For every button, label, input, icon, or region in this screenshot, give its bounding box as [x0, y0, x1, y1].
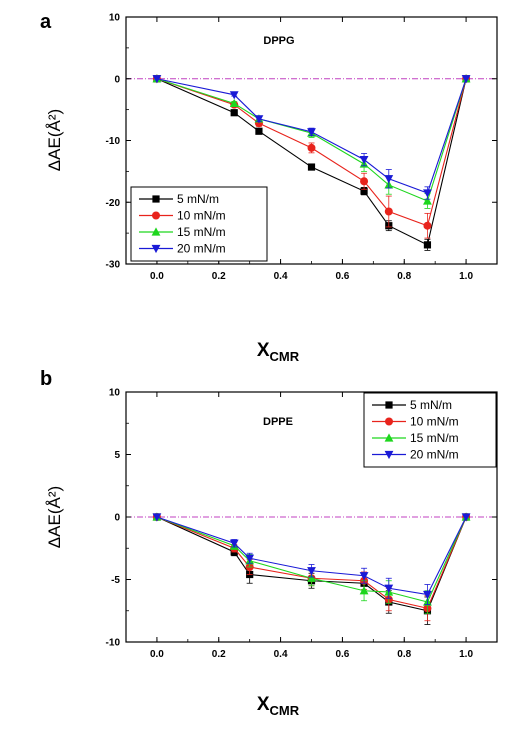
x-tick-label: 0.8 [397, 649, 411, 660]
data-point [254, 115, 264, 124]
data-point [152, 513, 162, 522]
data-point [359, 156, 369, 165]
y-tick-label: 0 [114, 513, 120, 524]
x-tick-label: 1.0 [459, 649, 473, 660]
series-line [156, 516, 467, 609]
data-point [255, 127, 263, 135]
x-tick-label: 0.6 [335, 271, 349, 282]
data-point [307, 567, 316, 576]
x-axis-label: XCMR [257, 694, 300, 718]
legend-entry-label: 20 mN/m [177, 242, 226, 256]
series-line [156, 516, 467, 612]
data-point [230, 109, 238, 117]
legend-entry-label: 10 mN/m [177, 209, 226, 223]
data-point [384, 584, 394, 593]
x-tick-label: 1.0 [459, 271, 473, 282]
legend-entry-label: 15 mN/m [177, 225, 226, 239]
series-3 [152, 512, 471, 614]
series-4 [152, 75, 471, 200]
data-point [152, 75, 162, 84]
x-tick-label: 0.4 [274, 649, 288, 660]
y-tick-label: -5 [111, 575, 120, 586]
legend-marker [151, 244, 161, 254]
data-point [384, 175, 394, 184]
y-tick-label: 0 [114, 74, 120, 85]
data-point [461, 75, 471, 84]
legend: 5 mN/m 10 mN/m 15 mN/m 20 mN/m [363, 392, 497, 468]
data-point [461, 513, 471, 522]
y-tick-label: 10 [109, 13, 121, 24]
legend-entry-label: 10 mN/m [410, 415, 459, 429]
data-point [384, 207, 393, 216]
data-point [360, 187, 368, 195]
data-point [307, 143, 316, 152]
data-point [359, 572, 369, 581]
legend-entry-label: 5 mN/m [177, 192, 219, 206]
data-point [423, 221, 432, 230]
x-tick-label: 0.2 [212, 649, 226, 660]
legend-entry-label: 15 mN/m [410, 431, 459, 445]
data-point [307, 163, 316, 171]
x-tick-label: 0.4 [274, 271, 288, 282]
panel-label: b [40, 368, 52, 390]
y-tick-label: -10 [106, 638, 121, 649]
chart-panel-b: b 0.0 0.2 0.4 0.6 0.8 1.0 10 5 0 -5 -10 ΔAE(Å²) XCMR D… [40, 368, 498, 718]
legend-marker [152, 211, 160, 220]
data-point [423, 189, 432, 198]
data-point [229, 539, 239, 548]
x-axis-label: XCMR [257, 340, 300, 364]
panel-title: DPPE [263, 416, 293, 428]
y-axis-label: ΔAE(Å²) [45, 486, 64, 548]
panel-label: a [40, 11, 52, 33]
y-tick-label: -10 [106, 136, 121, 147]
data-point [359, 586, 369, 595]
legend-marker [385, 417, 393, 426]
panel-title: DPPG [263, 35, 294, 47]
series-line [156, 78, 467, 227]
legend: 5 mN/m 10 mN/m 15 mN/m 20 mN/m [130, 186, 268, 262]
legend-marker [385, 401, 393, 409]
y-axis-label: ΔAE(Å²) [45, 109, 64, 171]
data-point [245, 554, 255, 563]
x-tick-label: 0.0 [150, 271, 164, 282]
x-tick-label: 0.0 [150, 649, 164, 660]
y-tick-label: -20 [106, 198, 121, 209]
legend-entry-label: 20 mN/m [410, 448, 459, 462]
x-tick-label: 0.6 [335, 649, 349, 660]
data-point [307, 573, 316, 582]
series-line [156, 516, 467, 596]
legend-marker [151, 227, 161, 236]
data-point [229, 91, 239, 100]
y-tick-label: -30 [106, 260, 121, 271]
legend-marker [384, 433, 394, 442]
y-tick-label: 5 [114, 450, 120, 461]
x-tick-label: 0.8 [397, 271, 411, 282]
data-point [423, 241, 432, 249]
series-line [156, 78, 467, 194]
series-line [156, 78, 467, 202]
series-line [156, 516, 467, 603]
legend-marker [384, 450, 394, 460]
series-4 [152, 513, 471, 605]
series-line [156, 78, 467, 246]
data-point [229, 98, 239, 108]
data-point [360, 177, 369, 186]
data-point [423, 196, 432, 205]
y-tick-label: 10 [109, 388, 121, 399]
x-tick-label: 0.2 [212, 271, 226, 282]
data-point [423, 590, 432, 600]
data-point [307, 128, 316, 137]
legend-entry-label: 5 mN/m [410, 398, 452, 412]
legend-marker [152, 195, 160, 203]
chart-panel-a: a 0.0 0.2 0.4 0.6 0.8 1.0 10 0 -10 -20 -30 ΔAE(Å²) XC… [40, 11, 498, 364]
